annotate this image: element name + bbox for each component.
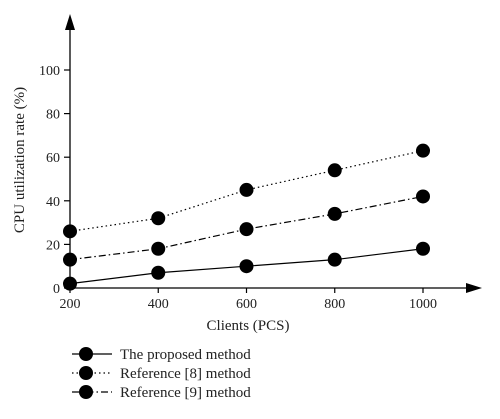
data-point (63, 224, 77, 239)
legend-label: The proposed method (120, 347, 251, 363)
legend-label: Reference [8] method (120, 366, 251, 382)
y-tick-label: 20 (46, 238, 60, 253)
data-point (327, 252, 342, 267)
legend-marker (79, 385, 93, 399)
y-tick-label: 60 (46, 151, 60, 166)
series-1 (63, 241, 430, 291)
data-point (416, 143, 430, 158)
y-tick-label: 40 (46, 195, 60, 210)
y-tick-label: 100 (39, 64, 60, 79)
y-axis-arrow (65, 14, 75, 30)
y-tick-label: 80 (46, 108, 60, 123)
data-point (151, 241, 166, 256)
x-tick-label: 600 (236, 297, 257, 312)
data-point (239, 222, 254, 237)
legend: The proposed method Reference [8] method R… (72, 347, 251, 401)
legend-marker (79, 347, 93, 361)
data-point (63, 276, 77, 291)
legend-marker (79, 366, 93, 380)
x-tick-label: 800 (324, 297, 345, 312)
data-point (239, 182, 254, 197)
data-point (151, 265, 166, 280)
y-tick-label: 0 (53, 282, 60, 297)
series-line (69, 150, 424, 232)
legend-item: Reference [9] method (72, 385, 251, 401)
ticks: 0 20 40 60 80 100 200 400 600 800 1000 (39, 64, 437, 312)
data-point (416, 189, 430, 204)
x-axis-arrow (466, 283, 482, 293)
legend-item: Reference [8] method (72, 366, 251, 382)
x-tick-label: 400 (148, 297, 169, 312)
series-2 (63, 143, 430, 239)
data-point (239, 259, 254, 274)
x-axis-title: Clients (PCS) (207, 318, 290, 334)
y-axis-title: CPU utilization rate (%) (12, 87, 28, 233)
data-point (327, 206, 342, 221)
series (63, 143, 430, 291)
x-tick-label: 1000 (409, 297, 437, 312)
x-tick-label: 200 (60, 297, 81, 312)
data-point (416, 241, 430, 256)
data-point (327, 163, 342, 178)
series-3 (63, 189, 430, 267)
legend-label: Reference [9] method (120, 385, 251, 401)
legend-item: The proposed method (72, 347, 251, 363)
data-point (63, 252, 77, 267)
data-point (151, 211, 166, 226)
